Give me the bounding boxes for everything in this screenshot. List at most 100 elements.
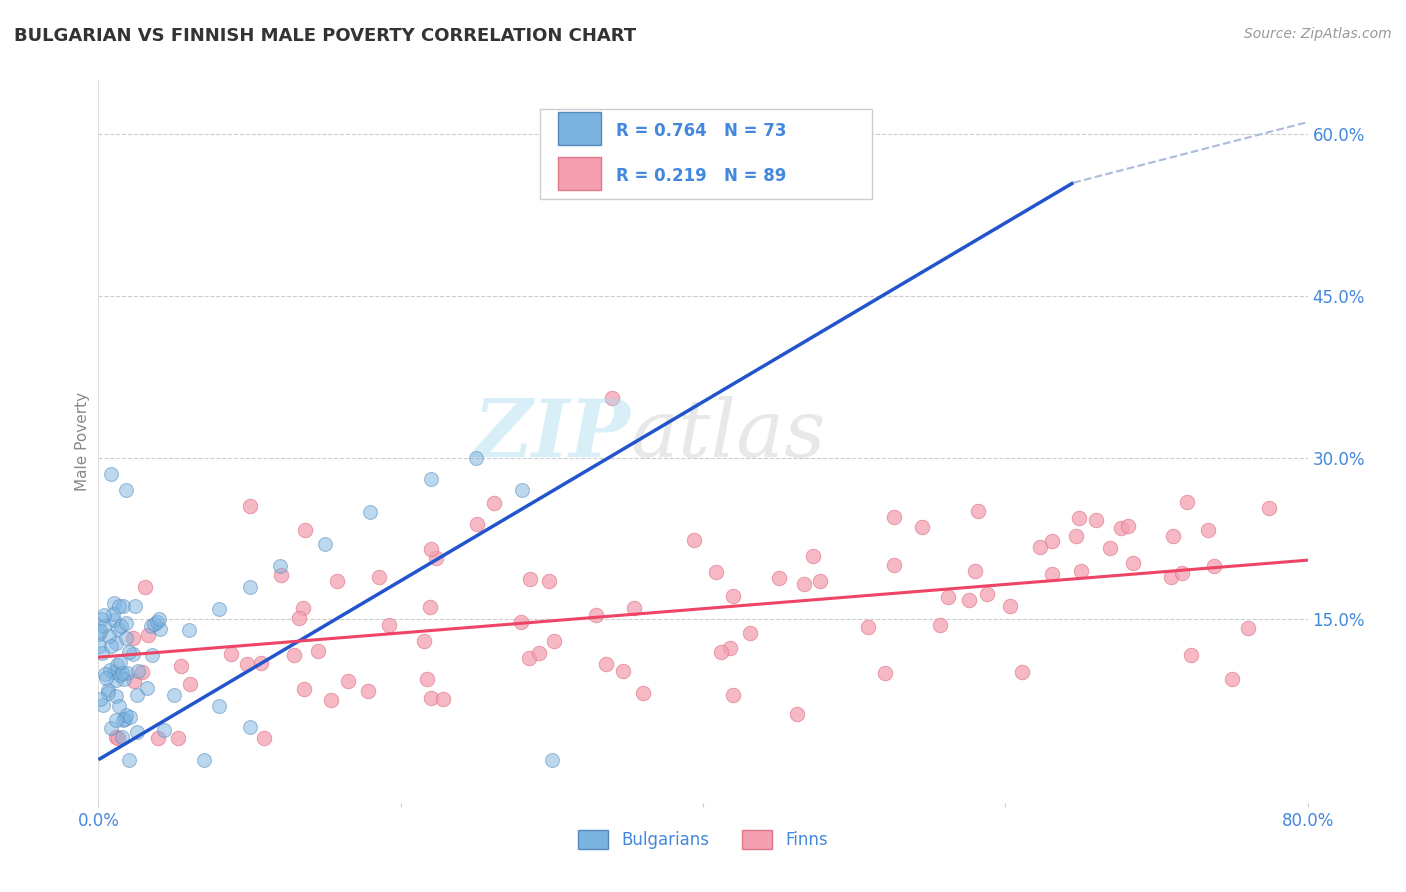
Point	[883, 558, 905, 573]
Point	[793, 576, 815, 591]
Point	[98, 629, 121, 643]
Point	[957, 593, 980, 607]
Point	[1257, 500, 1279, 515]
Point	[89, 624, 111, 639]
Point	[114, 483, 136, 497]
Point	[105, 673, 128, 687]
Point	[146, 615, 169, 629]
Point	[111, 599, 134, 613]
Point	[416, 672, 439, 686]
Point	[911, 520, 934, 534]
Point	[517, 650, 540, 665]
Point	[127, 665, 149, 679]
Point	[120, 710, 142, 724]
Point	[269, 558, 291, 573]
Point	[357, 683, 380, 698]
Point	[139, 619, 162, 633]
Point	[131, 665, 153, 679]
Point	[326, 574, 349, 589]
Point	[167, 731, 190, 745]
Point	[124, 599, 146, 614]
Point	[105, 657, 128, 672]
Point	[100, 467, 122, 481]
Point	[1197, 524, 1219, 538]
Point	[1040, 534, 1063, 549]
Point	[873, 665, 896, 680]
Point	[998, 599, 1021, 613]
Point	[723, 688, 745, 702]
Y-axis label: Male Poverty: Male Poverty	[75, 392, 90, 491]
Point	[121, 647, 143, 661]
Text: R = 0.764   N = 73: R = 0.764 N = 73	[616, 122, 786, 140]
Point	[93, 608, 115, 623]
Point	[100, 722, 122, 736]
Point	[976, 587, 998, 601]
Point	[602, 392, 624, 406]
Text: R = 0.219   N = 89: R = 0.219 N = 89	[616, 168, 786, 186]
Point	[801, 549, 824, 564]
Point	[467, 516, 489, 531]
Point	[314, 537, 336, 551]
Point	[94, 666, 117, 681]
Point	[114, 712, 136, 726]
Point	[510, 615, 533, 629]
Point	[527, 646, 550, 660]
Point	[321, 693, 343, 707]
Point	[465, 450, 488, 465]
Point	[115, 615, 138, 630]
Point	[91, 698, 114, 713]
Point	[136, 628, 159, 642]
Point	[1116, 519, 1139, 533]
Point	[134, 581, 156, 595]
Point	[1180, 648, 1202, 662]
FancyBboxPatch shape	[558, 112, 602, 145]
Point	[1204, 559, 1226, 574]
Point	[90, 612, 112, 626]
Point	[112, 672, 135, 686]
Point	[98, 663, 121, 677]
Point	[360, 505, 382, 519]
Point	[288, 611, 311, 625]
Point	[239, 500, 262, 514]
Text: Source: ZipAtlas.com: Source: ZipAtlas.com	[1244, 27, 1392, 41]
Point	[283, 648, 305, 662]
Point	[1161, 529, 1184, 543]
Point	[122, 673, 145, 688]
Point	[148, 622, 170, 636]
Point	[219, 647, 242, 661]
Point	[239, 580, 262, 594]
Point	[308, 644, 330, 658]
Point	[510, 483, 533, 497]
Legend: Bulgarians, Finns: Bulgarians, Finns	[571, 823, 835, 856]
Point	[135, 681, 157, 695]
Point	[89, 692, 111, 706]
Point	[125, 688, 148, 702]
Point	[104, 713, 127, 727]
Point	[631, 686, 654, 700]
Point	[704, 566, 727, 580]
Point	[721, 589, 744, 603]
Point	[420, 472, 443, 486]
Point	[111, 730, 134, 744]
FancyBboxPatch shape	[540, 109, 872, 200]
Point	[768, 571, 790, 585]
Point	[108, 655, 131, 669]
Point	[540, 753, 562, 767]
Point	[148, 612, 170, 626]
Point	[1040, 566, 1063, 581]
Text: ZIP: ZIP	[474, 395, 630, 473]
Point	[118, 753, 141, 767]
Point	[595, 657, 617, 672]
Point	[112, 713, 135, 727]
Point	[710, 645, 733, 659]
Point	[108, 698, 131, 713]
Point	[1098, 541, 1121, 555]
Point	[250, 656, 273, 670]
Point	[1237, 622, 1260, 636]
Point	[107, 623, 129, 637]
Point	[292, 682, 315, 697]
Point	[965, 564, 987, 578]
Point	[367, 570, 389, 584]
Point	[141, 648, 163, 662]
Point	[179, 624, 201, 638]
